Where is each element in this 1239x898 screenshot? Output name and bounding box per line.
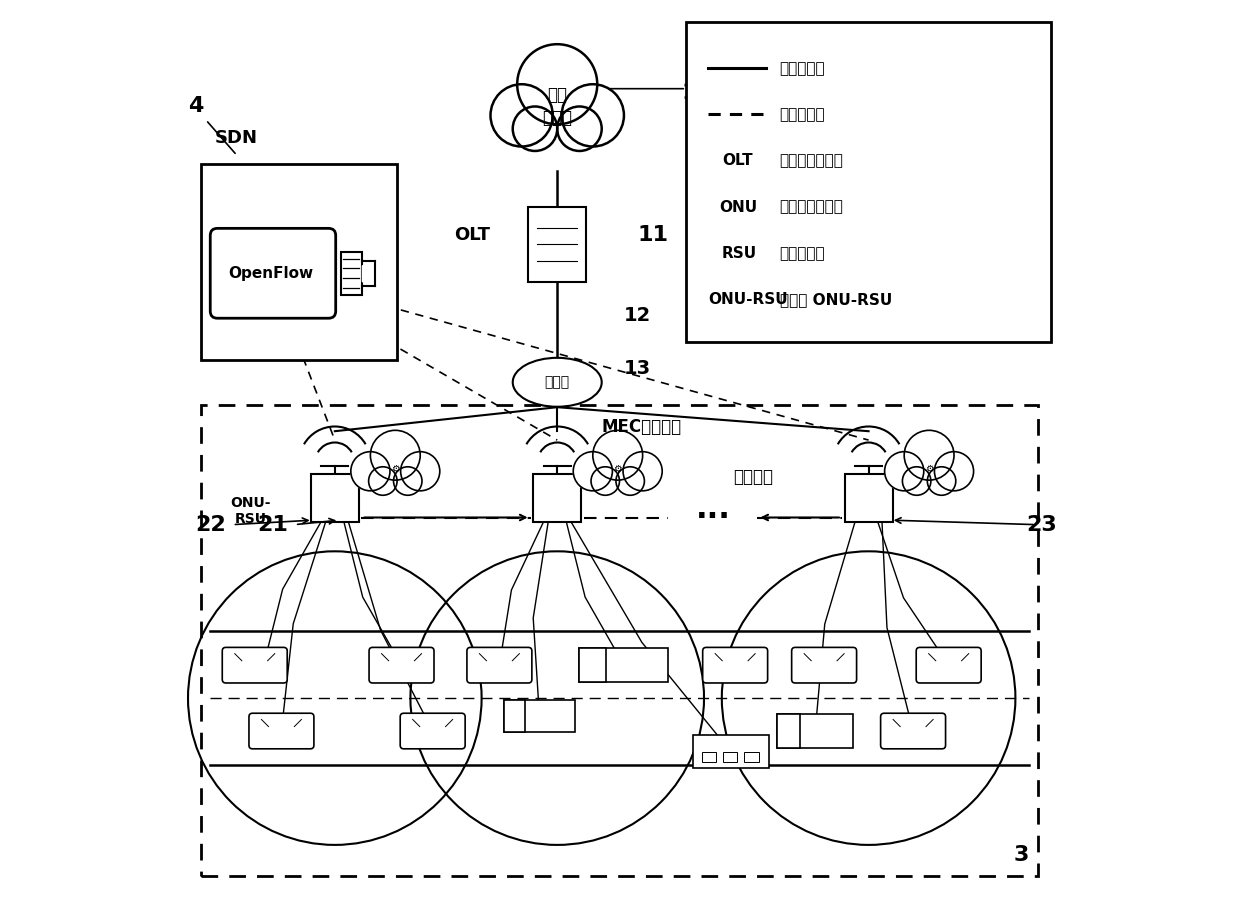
Circle shape: [592, 430, 643, 480]
Bar: [580, 648, 606, 682]
Text: 1: 1: [681, 84, 698, 103]
Text: 13: 13: [624, 359, 650, 378]
Text: 远程
云中心: 远程 云中心: [543, 86, 572, 127]
FancyBboxPatch shape: [249, 713, 313, 749]
Text: SDN: SDN: [214, 128, 258, 146]
Circle shape: [934, 452, 974, 491]
Text: ⚙: ⚙: [924, 464, 933, 474]
FancyBboxPatch shape: [222, 647, 287, 683]
Text: ：集成 ONU-RSU: ：集成 ONU-RSU: [779, 292, 892, 307]
Bar: [580, 648, 668, 682]
Text: ⚙: ⚙: [613, 464, 622, 474]
FancyBboxPatch shape: [400, 713, 465, 749]
Text: 12: 12: [624, 306, 652, 325]
Circle shape: [394, 467, 422, 496]
Bar: [701, 753, 716, 762]
Circle shape: [927, 467, 955, 496]
Bar: [693, 735, 768, 769]
Bar: [341, 252, 362, 295]
Bar: [777, 714, 800, 748]
Text: RSU: RSU: [722, 246, 757, 260]
Circle shape: [517, 44, 597, 124]
FancyBboxPatch shape: [311, 474, 359, 522]
Text: ：光纤链路: ：光纤链路: [779, 61, 825, 75]
Bar: [504, 700, 525, 732]
Circle shape: [370, 430, 420, 480]
Bar: [686, 22, 1051, 342]
Text: ···: ···: [695, 503, 730, 532]
Text: 3: 3: [1014, 845, 1028, 866]
Text: ：路边单位: ：路边单位: [779, 246, 825, 260]
Ellipse shape: [513, 357, 602, 407]
Text: 22: 22: [195, 515, 225, 534]
Text: 4: 4: [188, 96, 203, 117]
Circle shape: [885, 452, 924, 491]
FancyBboxPatch shape: [528, 207, 586, 282]
Bar: [202, 404, 1037, 876]
Text: 21: 21: [256, 515, 287, 534]
Text: MEC服务器：: MEC服务器：: [602, 418, 681, 436]
Circle shape: [904, 430, 954, 480]
Circle shape: [369, 467, 396, 496]
Text: ：光纤网络单元: ：光纤网络单元: [779, 199, 844, 215]
Text: ONU-
RSU: ONU- RSU: [230, 497, 270, 526]
Bar: [504, 700, 575, 732]
Text: 无线回程: 无线回程: [733, 469, 773, 487]
Circle shape: [561, 84, 624, 146]
Bar: [202, 164, 396, 360]
Circle shape: [591, 467, 620, 496]
Circle shape: [351, 452, 390, 491]
FancyBboxPatch shape: [916, 647, 981, 683]
Text: 23: 23: [1027, 515, 1057, 534]
FancyBboxPatch shape: [467, 647, 532, 683]
FancyBboxPatch shape: [211, 228, 336, 318]
Bar: [724, 753, 737, 762]
FancyBboxPatch shape: [533, 474, 581, 522]
Text: ：光纤线路终端: ：光纤线路终端: [779, 154, 844, 168]
Bar: [777, 714, 852, 748]
Circle shape: [558, 107, 602, 151]
Circle shape: [623, 452, 662, 491]
Text: OpenFlow: OpenFlow: [228, 266, 313, 281]
Circle shape: [616, 467, 644, 496]
Text: ：无线回程: ：无线回程: [779, 107, 825, 122]
Bar: [745, 753, 758, 762]
FancyArrow shape: [362, 261, 384, 286]
Circle shape: [513, 107, 558, 151]
Text: 分流器: 分流器: [545, 375, 570, 389]
Text: ⚙: ⚙: [392, 464, 400, 474]
Text: ONU-RSU: ONU-RSU: [709, 292, 788, 307]
Circle shape: [491, 84, 553, 146]
FancyBboxPatch shape: [845, 474, 892, 522]
Text: OLT: OLT: [455, 226, 491, 244]
FancyBboxPatch shape: [792, 647, 856, 683]
FancyBboxPatch shape: [703, 647, 768, 683]
Circle shape: [574, 452, 612, 491]
Text: OLT: OLT: [722, 154, 752, 168]
FancyBboxPatch shape: [369, 647, 434, 683]
Circle shape: [400, 452, 440, 491]
FancyBboxPatch shape: [881, 713, 945, 749]
Circle shape: [902, 467, 930, 496]
Text: 11: 11: [637, 225, 668, 245]
Text: ONU: ONU: [719, 199, 757, 215]
